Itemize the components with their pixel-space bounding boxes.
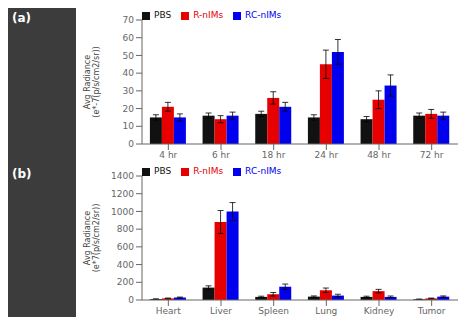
svg-text:1200: 1200	[111, 189, 134, 199]
svg-text:10: 10	[123, 121, 135, 131]
html-text:(b): (b)	[12, 167, 32, 181]
svg-text:Avg Radiance(e*7(p/s/cm2/sr)): Avg Radiance(e*7(p/s/cm2/sr))	[83, 204, 101, 273]
svg-text:Lung: Lung	[315, 306, 337, 316]
svg-text:6 hr: 6 hr	[212, 150, 230, 160]
html-text:PBS: PBS	[154, 10, 172, 20]
svg-text:Kidney: Kidney	[364, 306, 395, 316]
html-text:PBS: PBS	[154, 166, 172, 176]
svg-text:600: 600	[117, 242, 134, 252]
svg-text:Spleen: Spleen	[258, 306, 289, 316]
svg-text:0: 0	[128, 139, 134, 149]
svg-text:20: 20	[123, 104, 135, 114]
svg-text:Heart: Heart	[156, 306, 182, 316]
svg-text:4 hr: 4 hr	[159, 150, 177, 160]
html-text:R-nIMs: R-nIMs	[193, 166, 224, 176]
svg-text:1000: 1000	[111, 207, 134, 217]
svg-text:30: 30	[123, 86, 135, 96]
html-text:R-nIMs: R-nIMs	[193, 10, 224, 20]
svg-text:70: 70	[123, 15, 135, 25]
svg-text:18 hr: 18 hr	[262, 150, 286, 160]
svg-text:72 hr: 72 hr	[420, 150, 444, 160]
html-text:RC-nIMs: RC-nIMs	[245, 166, 282, 176]
svg-text:Avg Radiance(e*-7(p/s/cm2/sr)): Avg Radiance(e*-7(p/s/cm2/sr))	[83, 46, 101, 117]
svg-text:50: 50	[123, 51, 135, 61]
svg-text:Tumor: Tumor	[417, 306, 446, 316]
svg-text:400: 400	[117, 260, 134, 270]
svg-text:1400: 1400	[111, 171, 134, 181]
svg-text:48 hr: 48 hr	[367, 150, 391, 160]
svg-text:24 hr: 24 hr	[314, 150, 338, 160]
svg-text:200: 200	[117, 277, 134, 287]
svg-text:60: 60	[123, 33, 135, 43]
svg-text:40: 40	[123, 68, 135, 78]
svg-text:Liver: Liver	[210, 306, 232, 316]
html-text:(a): (a)	[12, 11, 32, 25]
svg-text:800: 800	[117, 224, 134, 234]
html-text:RC-nIMs: RC-nIMs	[245, 10, 282, 20]
svg-text:0: 0	[128, 295, 134, 305]
